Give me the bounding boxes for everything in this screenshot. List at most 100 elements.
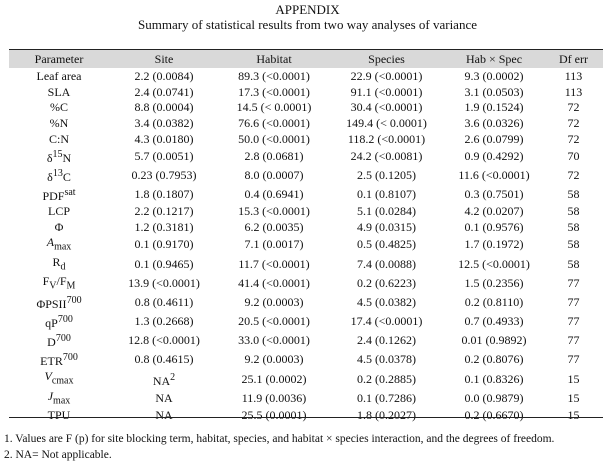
parameter-superscript: sat — [64, 186, 76, 198]
parameter-name: D — [47, 335, 56, 350]
hab-spec-cell: 11.6 (<0.0001) — [458, 167, 530, 182]
site-value: 4.3 (0.0180) — [134, 131, 194, 146]
species-cell: 0.2 (0.6223) — [357, 276, 416, 291]
parameter-cell: C:N — [9, 131, 109, 147]
parameter-cell: Rd — [9, 255, 109, 274]
df-err-cell: 58 — [567, 256, 580, 271]
site-value: 2.2 (0.1217) — [134, 204, 194, 219]
site-cell: 0.1 (0.9465) — [109, 255, 219, 274]
species-cell: 91.1 (<0.0001) — [350, 84, 423, 99]
parameter-cell: δ15N — [9, 147, 109, 166]
parameter-superscript: 700 — [55, 333, 71, 345]
site-value: NA — [152, 373, 171, 388]
df-err-cell: 113 — [564, 69, 583, 84]
habitat-cell: 89.3 (<0.0001) — [238, 69, 310, 84]
hab-spec-cell: 1.9 (0.1524) — [464, 100, 524, 115]
parameter-name: qP — [45, 316, 58, 331]
habitat-cell: 9.2 (0.0003) — [244, 295, 304, 310]
parameter-cell: %C — [9, 100, 109, 116]
species-cell: 149.4 (< 0.0001) — [346, 116, 427, 131]
hab-spec-cell: 3.1 (0.0503) — [464, 84, 524, 99]
table-row: Rd 0.1 (0.9465) 11.7 (<0.0001) 7.4 (0.0088)… — [9, 255, 603, 274]
hab-spec-cell: 0.2 (0.8110) — [464, 295, 524, 310]
site-value: 1.3 (0.2668) — [134, 314, 194, 329]
df-err-cell: 58 — [567, 237, 580, 252]
table-row: Amax 0.1 (0.9170) 7.1 (0.0017) 0.5 (0.4825)… — [9, 235, 603, 254]
df-err-cell: 72 — [567, 131, 580, 146]
parameter-superscript: 700 — [66, 295, 82, 307]
header-hab-spec: Hab × Spec — [444, 50, 544, 68]
table-body: Leaf area 2.2 (0.0084) 89.3 (<0.0001) 22.9 … — [9, 68, 603, 424]
table-row: %C 8.8 (0.0004) 14.5 (< 0.0001) 30.4 (<0.00… — [9, 100, 603, 116]
table-row: %N 3.4 (0.0382) 76.6 (<0.0001) 149.4 (< 0.0… — [9, 116, 603, 132]
habitat-cell: 15.3 (<0.0001) — [238, 204, 310, 219]
parameter-name: TPU — [47, 408, 71, 423]
habitat-cell: 41.4 (<0.0001) — [238, 276, 310, 291]
df-err-cell: 113 — [564, 84, 583, 99]
site-value: 1.2 (0.3181) — [134, 219, 194, 234]
species-cell: 0.1 (0.7286) — [357, 390, 416, 405]
df-err-cell: 15 — [567, 390, 580, 405]
header-species: Species — [329, 50, 444, 68]
site-value: 13.9 (<0.0001) — [128, 276, 200, 291]
table-row: ΦPSII700 0.8 (0.4611) 9.2 (0.0003) 4.5 (0.0… — [9, 293, 603, 312]
hab-spec-cell: 2.6 (0.0799) — [464, 131, 524, 146]
parameter-subscript: V — [49, 280, 57, 292]
parameter-cell: SLA — [9, 85, 109, 101]
species-cell: 0.5 (0.4825) — [357, 237, 416, 252]
site-cell: 8.8 (0.0004) — [109, 100, 219, 116]
parameter-name: V — [44, 369, 52, 384]
site-cell: 2.2 (0.0084) — [109, 68, 219, 85]
footnote-2: 2. NA= Not applicable. — [4, 449, 112, 461]
parameter-cell: Amax — [9, 235, 109, 254]
site-cell: 3.4 (0.0382) — [109, 116, 219, 132]
df-err-cell: 15 — [567, 371, 580, 386]
habitat-cell: 17.3 (<0.0001) — [238, 84, 310, 99]
parameter-subscript: d — [60, 260, 66, 272]
parameter-cell: qP700 — [9, 312, 109, 331]
parameter-cell: ETR700 — [9, 350, 109, 369]
parameter-name: %C — [50, 100, 68, 115]
hab-spec-cell: 0.1 (0.9576) — [464, 219, 524, 234]
habitat-cell: 8.0 (0.0007) — [244, 167, 304, 182]
parameter-prefix: δ — [46, 150, 53, 165]
parameter-name: N — [62, 150, 72, 165]
hab-spec-cell: 3.6 (0.0326) — [464, 116, 524, 131]
table-row: Φ 1.2 (0.3181) 6.2 (0.0035) 4.9 (0.0315) 0.1… — [9, 220, 603, 236]
parameter-subscript: max — [54, 241, 72, 253]
parameter-part: /F — [56, 273, 67, 288]
parameter-name: LCP — [47, 204, 70, 219]
parameter-isotope: 13 — [52, 167, 63, 179]
table-header: Parameter Site Habitat Species Hab × Spe… — [9, 50, 603, 68]
parameter-name: Φ — [54, 219, 64, 234]
parameter-cell: TPU — [9, 408, 109, 424]
parameter-name: A — [46, 235, 55, 250]
parameter-name: C — [62, 169, 71, 184]
habitat-cell: 9.2 (0.0003) — [244, 352, 304, 367]
table-row: LCP 2.2 (0.1217) 15.3 (<0.0001) 5.1 (0.0284… — [9, 204, 603, 220]
site-cell: NA2 — [109, 369, 219, 388]
hab-spec-cell: 0.01 (0.9892) — [461, 333, 527, 348]
df-err-cell: 58 — [567, 186, 580, 201]
hab-spec-cell: 0.1 (0.8326) — [464, 371, 524, 386]
table-top-rule — [9, 49, 603, 50]
table-row: Leaf area 2.2 (0.0084) 89.3 (<0.0001) 22.9 … — [9, 68, 603, 85]
species-cell: 118.2 (<0.0001) — [347, 131, 426, 146]
df-err-cell: 58 — [567, 204, 580, 219]
df-err-cell: 72 — [567, 100, 580, 115]
table-row: Vcmax NA2 25.1 (0.0002) 0.2 (0.2885) 0.1 (0.… — [9, 369, 603, 388]
table-row: SLA 2.4 (0.0741) 17.3 (<0.0001) 91.1 (<0.00… — [9, 85, 603, 101]
species-cell: 1.8 (0.2027) — [357, 408, 416, 423]
table-row: ETR700 0.8 (0.4615) 9.2 (0.0003) 4.5 (0.037… — [9, 350, 603, 369]
parameter-cell: δ13C — [9, 166, 109, 185]
site-cell: 0.8 (0.4615) — [109, 350, 219, 369]
parameter-name: J — [47, 388, 54, 403]
table-bottom-rule — [9, 417, 603, 418]
header-row: Parameter Site Habitat Species Hab × Spe… — [9, 50, 603, 68]
df-err-cell: 77 — [567, 333, 580, 348]
species-cell: 30.4 (<0.0001) — [350, 100, 423, 115]
site-cell: 0.1 (0.9170) — [109, 235, 219, 254]
hab-spec-cell: 12.5 (<0.0001) — [458, 256, 530, 271]
site-cell: 1.3 (0.2668) — [109, 312, 219, 331]
footnote-marker: 2 — [170, 371, 176, 383]
